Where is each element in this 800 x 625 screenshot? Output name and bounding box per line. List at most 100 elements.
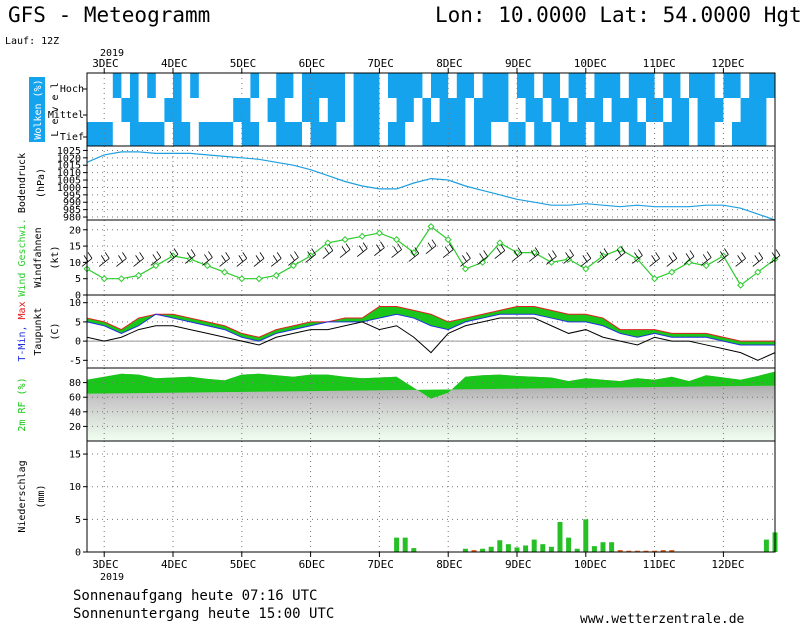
day-label-bottom: 8DEC xyxy=(436,558,463,571)
wind-barb xyxy=(391,243,402,258)
pressure-unit-label: (hPa) xyxy=(36,168,47,198)
cloud-band-mittel xyxy=(740,98,767,122)
cloud-band-tief xyxy=(474,122,492,146)
y-tick-label: 1000 xyxy=(57,183,81,194)
cloud-band-tief xyxy=(388,122,406,146)
wind-barb xyxy=(460,252,471,267)
y-tick-label: 15 xyxy=(69,450,81,461)
precipitation-bar xyxy=(634,550,640,552)
cloud-band-mittel xyxy=(646,98,664,122)
precipitation-bar xyxy=(609,542,615,552)
wind-speed-point xyxy=(651,275,659,283)
cloud-band-mittel xyxy=(474,98,509,122)
wind-barb xyxy=(580,252,592,267)
dewpoint-axis-label: Taupunkt xyxy=(33,307,44,355)
precipitation-bar xyxy=(514,547,520,552)
cloud-band-tief xyxy=(422,122,466,146)
wind-barb xyxy=(167,248,179,263)
cloud-label-box xyxy=(29,77,45,142)
y-tick-label: 5 xyxy=(75,274,81,285)
wind-speed-point xyxy=(117,275,125,283)
precipitation-bar xyxy=(497,540,503,552)
cloud-band-mittel xyxy=(396,98,414,122)
humidity-axis-label: 2m RF (%) xyxy=(17,377,28,431)
cloud-band-hoch xyxy=(594,73,621,98)
day-label-top: 10DEC xyxy=(574,57,607,70)
cloud-axis-label: Wolken (%) xyxy=(33,79,44,139)
wind-speed-point xyxy=(238,275,246,283)
cloud-level-label: Tief xyxy=(60,132,84,143)
cloud-band-mittel xyxy=(267,98,285,122)
wind-speed-point xyxy=(255,275,263,283)
y-tick-label: 60 xyxy=(69,393,81,404)
cloud-band-hoch xyxy=(723,73,741,98)
cloud-level-label: Hoch xyxy=(60,84,84,95)
cloud-band-tief xyxy=(663,122,689,146)
wind-speed-point xyxy=(737,281,745,289)
precipitation-bar xyxy=(617,550,623,552)
cloud-band-hoch xyxy=(130,73,139,98)
year-label-top: 2019 xyxy=(100,48,124,59)
cloud-band-hoch xyxy=(147,73,156,98)
day-label-bottom: 11DEC xyxy=(643,558,676,571)
wind-speed-point xyxy=(135,271,143,279)
wind-barb xyxy=(735,252,746,267)
wind-barb xyxy=(752,252,764,267)
cloud-band-hoch xyxy=(689,73,715,98)
cloud-band-mittel xyxy=(439,98,466,122)
day-label-top: 6DEC xyxy=(299,57,326,70)
wind-unit-label: (kt) xyxy=(50,245,61,269)
precipitation-bar xyxy=(566,537,572,552)
cloud-band-hoch xyxy=(542,73,560,98)
precipitation-bar xyxy=(574,548,580,552)
precipitation-bar xyxy=(643,550,649,552)
cloud-band-hoch xyxy=(388,73,423,98)
y-tick-label: 1020 xyxy=(57,153,81,164)
wind-barb xyxy=(322,244,334,259)
temperature-unit-label: (C) xyxy=(50,322,61,340)
run-label: Lauf: 12Z xyxy=(5,36,59,47)
y-tick-label: 0 xyxy=(75,291,81,302)
precipitation-bar xyxy=(523,545,529,552)
wind-speed-point xyxy=(152,262,160,270)
precipitation-bar xyxy=(505,544,511,552)
wind-barb xyxy=(219,252,230,267)
cloud-band-tief xyxy=(276,122,302,146)
day-label-top: 5DEC xyxy=(230,57,256,70)
precipitation-axis-label: Niederschlag xyxy=(17,460,28,532)
cloud-band-hoch xyxy=(517,73,535,98)
wind-barb xyxy=(339,243,351,258)
wind-barb xyxy=(700,251,712,266)
tmin-line xyxy=(86,313,775,346)
day-label-bottom: 10DEC xyxy=(574,558,607,571)
wind-barb xyxy=(563,249,574,264)
wind-speed-point xyxy=(444,236,452,244)
wind-speed-point xyxy=(547,258,555,266)
wind-speed-point xyxy=(582,265,590,273)
y-tick-label: 0 xyxy=(75,337,81,348)
day-label-bottom: 4DEC xyxy=(161,558,188,571)
cloud-band-mittel xyxy=(611,98,638,122)
chart-title: GFS - Meteogramm xyxy=(8,3,210,27)
wind-speed-point xyxy=(324,239,332,247)
precipitation-bar xyxy=(600,542,606,552)
precipitation-bar xyxy=(626,550,632,552)
y-tick-label: 995 xyxy=(63,190,81,201)
y-tick-label: 40 xyxy=(69,407,81,418)
panel-frame xyxy=(86,145,776,221)
precipitation-bar xyxy=(480,548,486,552)
y-tick-label: 10 xyxy=(69,298,81,309)
wind-barb xyxy=(425,239,437,254)
cloud-band-tief xyxy=(87,122,113,146)
cloud-band-tief xyxy=(130,122,165,146)
precipitation-bar xyxy=(394,537,400,552)
y-tick-label: 1005 xyxy=(57,176,81,187)
wind-barb xyxy=(356,242,368,257)
day-label-top: 7DEC xyxy=(367,57,394,70)
cloud-band-hoch xyxy=(482,73,509,98)
wind-speed-point xyxy=(358,232,366,240)
wind-speed-point xyxy=(685,258,693,266)
precipitation-bar xyxy=(488,546,494,552)
cloud-band-hoch xyxy=(250,73,259,98)
